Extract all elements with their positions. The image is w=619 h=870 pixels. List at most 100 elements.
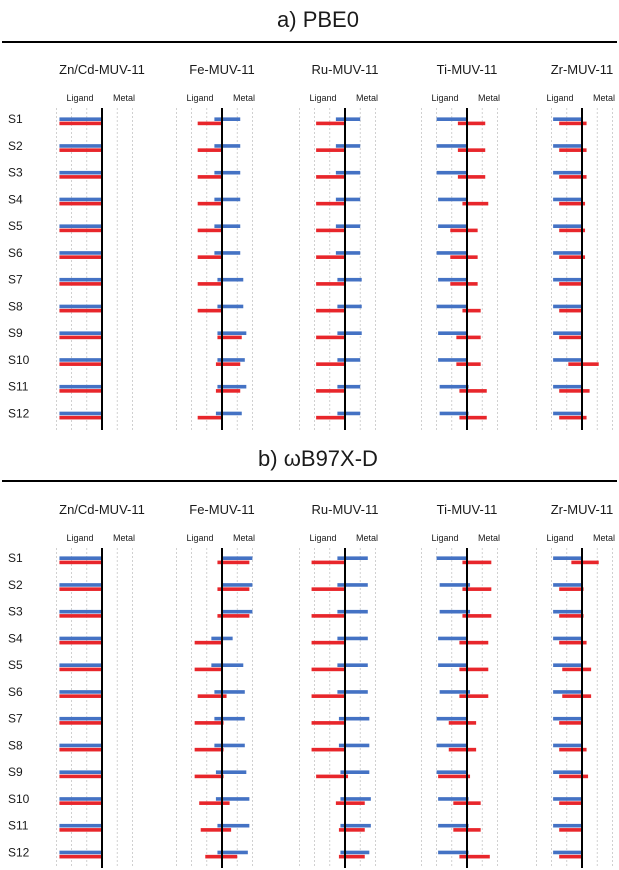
row-label: S1 xyxy=(8,112,23,126)
row-label: S4 xyxy=(8,631,23,645)
bar-blue xyxy=(436,556,467,560)
bar-red xyxy=(59,667,102,672)
bar-blue xyxy=(553,556,582,560)
panel-a-subchart-3: Ru-MUV-11 Ligand Metal xyxy=(299,62,378,430)
panel-a-title: a) PBE0 xyxy=(277,7,359,32)
bar-red xyxy=(559,640,587,645)
bar-red xyxy=(311,560,345,565)
bar-blue xyxy=(438,823,469,828)
bar-blue xyxy=(337,358,361,362)
bar-blue xyxy=(59,716,102,721)
bar-blue xyxy=(59,197,102,202)
bar-blue xyxy=(214,690,245,694)
bar-blue xyxy=(59,411,102,416)
subchart-title: Fe-MUV-11 xyxy=(189,502,255,517)
panel-a-charts: Zn/Cd-MUV-11 Ligand Metal Fe-MUV-11 Ligand Me… xyxy=(8,62,615,430)
bar-red xyxy=(194,721,224,725)
bar-red xyxy=(59,308,102,313)
bar-blue xyxy=(217,384,247,389)
bar-red xyxy=(59,201,102,206)
bar-red xyxy=(217,614,250,618)
row-label: S5 xyxy=(8,219,23,233)
bar-blue xyxy=(340,797,371,801)
row-label: S10 xyxy=(8,353,30,367)
panel-b-subchart-3: Ru-MUV-11 Ligand Metal xyxy=(299,502,378,868)
bar-blue xyxy=(553,304,582,309)
bar-blue xyxy=(438,277,467,282)
bar-blue xyxy=(59,224,102,228)
bar-blue xyxy=(340,770,370,774)
bar-red xyxy=(194,640,222,645)
bar-blue xyxy=(439,411,469,416)
bar-red xyxy=(316,121,345,126)
bar-red xyxy=(559,614,584,618)
panel-b-title: b) ωB97X-D xyxy=(258,446,378,471)
bar-red xyxy=(559,854,582,859)
bar-red xyxy=(559,415,587,420)
row-label: S2 xyxy=(8,139,23,153)
bar-blue xyxy=(335,224,361,228)
row-label: S9 xyxy=(8,765,23,779)
bar-red xyxy=(559,828,582,832)
bar-red xyxy=(59,389,102,393)
bar-red xyxy=(200,828,232,832)
bar-red xyxy=(59,587,102,591)
bar-red xyxy=(456,335,481,340)
subchart-title: Fe-MUV-11 xyxy=(189,62,255,77)
bar-red xyxy=(59,560,102,565)
bar-blue xyxy=(553,358,582,362)
bar-blue xyxy=(59,743,102,748)
bar-blue xyxy=(59,663,102,667)
bar-red xyxy=(197,175,222,179)
bar-blue xyxy=(59,304,102,309)
bar-red xyxy=(311,747,345,752)
bar-blue xyxy=(436,170,467,175)
bar-blue xyxy=(553,411,582,416)
bar-blue xyxy=(335,251,361,255)
bar-red xyxy=(559,175,587,179)
bar-red xyxy=(59,121,102,126)
bar-blue xyxy=(214,117,241,121)
bar-blue xyxy=(438,358,467,362)
bar-blue xyxy=(436,770,467,774)
bar-blue xyxy=(337,609,368,614)
bar-red xyxy=(450,228,478,233)
bar-blue xyxy=(337,556,368,560)
bar-blue xyxy=(439,609,471,614)
bar-red xyxy=(311,587,345,591)
bar-red xyxy=(59,640,102,645)
bar-blue xyxy=(340,850,370,855)
metal-label: Metal xyxy=(113,533,135,543)
bar-blue xyxy=(553,823,582,828)
row-label: S8 xyxy=(8,299,23,313)
bar-blue xyxy=(335,117,361,121)
subchart-title: Ti-MUV-11 xyxy=(437,62,498,77)
bar-red xyxy=(311,721,345,725)
metal-label: Metal xyxy=(113,93,135,103)
bar-blue xyxy=(553,197,582,202)
bar-blue xyxy=(553,770,582,774)
panel-a-subchart-2: Fe-MUV-11 Ligand Metal xyxy=(176,62,255,430)
bar-blue xyxy=(222,583,253,587)
bar-blue xyxy=(439,384,469,389)
ligand-label: Ligand xyxy=(431,93,458,103)
bar-blue xyxy=(438,850,469,855)
bar-blue xyxy=(438,663,467,667)
bar-blue xyxy=(553,850,582,855)
bar-blue xyxy=(59,636,102,641)
bar-blue xyxy=(217,331,247,335)
metal-label: Metal xyxy=(478,533,500,543)
ligand-label: Ligand xyxy=(66,533,93,543)
bar-red xyxy=(559,121,587,126)
bar-red xyxy=(559,148,587,152)
bar-red xyxy=(457,121,486,126)
bar-red xyxy=(59,801,102,805)
bar-blue xyxy=(59,609,102,614)
bar-red xyxy=(459,694,489,698)
bar-blue xyxy=(436,251,467,255)
bar-red xyxy=(559,228,586,233)
bar-blue xyxy=(337,411,361,416)
bar-blue xyxy=(214,170,241,175)
bar-blue xyxy=(436,743,467,748)
bar-blue xyxy=(439,690,471,694)
